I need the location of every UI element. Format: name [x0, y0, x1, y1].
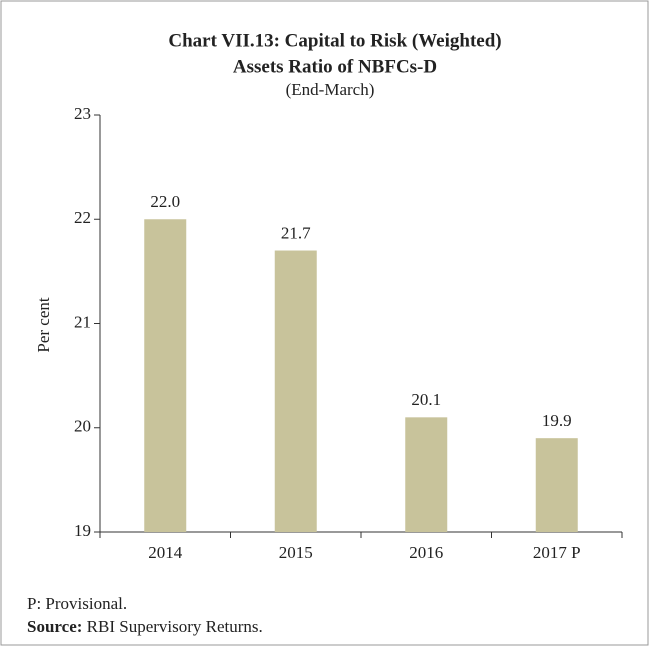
source-label: Source: — [27, 617, 82, 636]
note: P: Provisional. — [27, 594, 127, 613]
y-tick-label: 21 — [74, 312, 91, 331]
y-tick-label: 23 — [74, 104, 91, 123]
y-tick-label: 19 — [74, 521, 91, 540]
data-label: 20.1 — [411, 390, 441, 409]
data-label: 19.9 — [542, 411, 572, 430]
x-tick-label: 2015 — [279, 543, 313, 562]
bar — [144, 219, 187, 532]
bar — [535, 438, 578, 532]
y-tick-label: 20 — [74, 417, 91, 436]
y-axis-label: Per cent — [34, 297, 53, 353]
y-tick-label: 22 — [74, 208, 91, 227]
source: Source: RBI Supervisory Returns. — [27, 617, 263, 636]
source-text: RBI Supervisory Returns. — [87, 617, 263, 636]
chart-subtitle: (End-March) — [286, 80, 375, 99]
bar — [405, 417, 448, 532]
data-label: 22.0 — [150, 192, 180, 211]
x-tick-label: 2016 — [409, 543, 443, 562]
chart-title: Assets Ratio of NBFCs-D — [233, 56, 437, 77]
bar — [274, 250, 317, 532]
data-label: 21.7 — [281, 223, 311, 242]
chart-title: Chart VII.13: Capital to Risk (Weighted) — [168, 30, 501, 51]
x-tick-label: 2014 — [148, 543, 183, 562]
x-tick-label: 2017 P — [533, 543, 581, 562]
